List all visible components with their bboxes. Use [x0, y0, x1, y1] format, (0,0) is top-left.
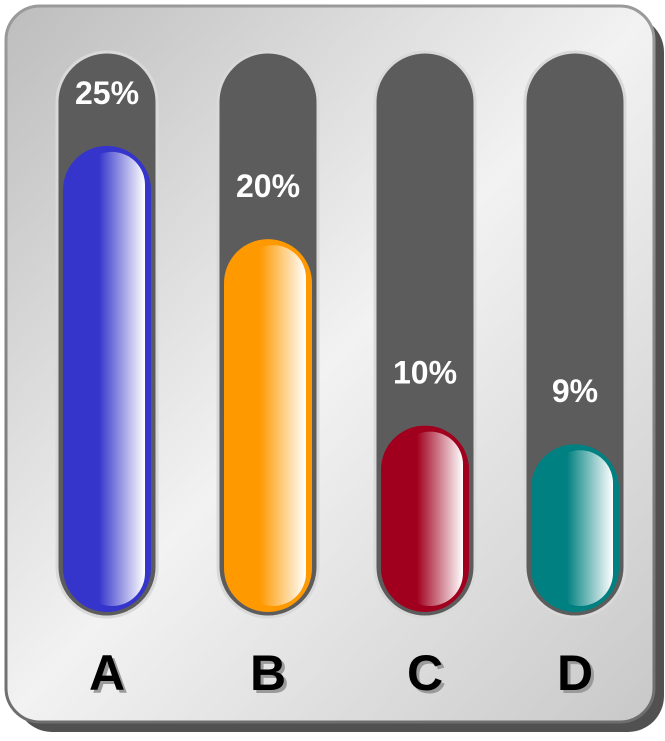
category-label-shadow-a: A: [92, 648, 128, 704]
data-label-a: 25%: [75, 75, 139, 111]
bar-b: [240, 245, 306, 606]
bar-d: [547, 450, 613, 606]
data-label-d: 9%: [552, 373, 598, 409]
panel-background: [4, 4, 656, 724]
category-label-d: D: [557, 645, 593, 701]
category-label-shadow-d: D: [560, 648, 596, 704]
category-label-shadow-b: B: [253, 648, 289, 704]
data-label-b: 20%: [236, 168, 300, 204]
bar-a: [79, 151, 145, 606]
category-label-shadow-c: C: [410, 648, 446, 704]
data-label-c: 10%: [393, 355, 457, 391]
category-label-a: A: [89, 645, 125, 701]
category-label-b: B: [250, 645, 286, 701]
category-label-c: C: [407, 645, 443, 701]
bar-c: [397, 431, 463, 606]
